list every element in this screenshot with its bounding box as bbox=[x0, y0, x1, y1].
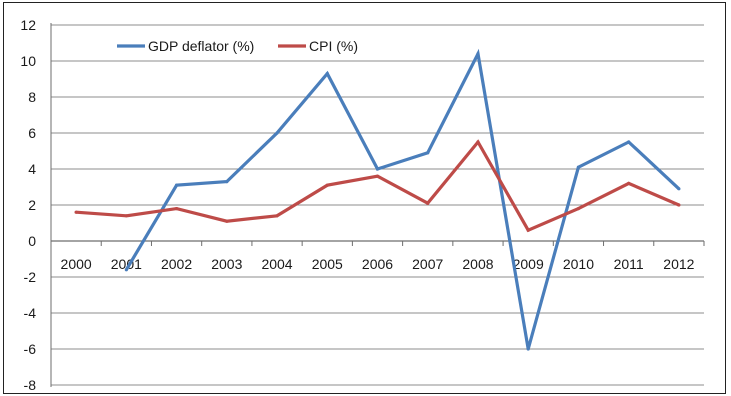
data-point bbox=[426, 202, 429, 205]
y-tick-label: 2 bbox=[28, 197, 36, 213]
x-tick-label: 2004 bbox=[261, 256, 292, 272]
y-tick-label: 10 bbox=[20, 53, 36, 69]
x-tick-label: 2006 bbox=[362, 256, 393, 272]
data-point bbox=[326, 72, 329, 75]
legend: GDP deflator (%) CPI (%) bbox=[117, 38, 358, 54]
y-tick-label: 12 bbox=[20, 17, 36, 33]
data-point bbox=[476, 52, 479, 55]
x-tick-label: 2000 bbox=[61, 256, 92, 272]
data-point bbox=[476, 140, 479, 143]
x-tick-label: 2008 bbox=[462, 256, 493, 272]
x-tick-label: 2009 bbox=[513, 256, 544, 272]
data-point bbox=[577, 166, 580, 169]
data-point bbox=[527, 229, 530, 232]
data-point bbox=[225, 180, 228, 183]
y-tick-label: 4 bbox=[28, 161, 36, 177]
data-point bbox=[376, 175, 379, 178]
data-point bbox=[125, 268, 128, 271]
x-tick-label: 2003 bbox=[211, 256, 242, 272]
legend-label-0: GDP deflator (%) bbox=[148, 38, 254, 54]
y-tick-label: -6 bbox=[24, 341, 37, 357]
data-point bbox=[376, 167, 379, 170]
x-tick-label: 2012 bbox=[663, 256, 694, 272]
data-point bbox=[677, 187, 680, 190]
x-tick-label: 2010 bbox=[563, 256, 594, 272]
x-tick-label: 2007 bbox=[412, 256, 443, 272]
y-tick-label: 8 bbox=[28, 89, 36, 105]
data-point bbox=[577, 207, 580, 210]
data-point bbox=[175, 207, 178, 210]
data-point bbox=[527, 347, 530, 350]
data-point bbox=[677, 203, 680, 206]
data-point bbox=[75, 211, 78, 214]
x-tick-label: 2011 bbox=[614, 256, 644, 272]
data-point bbox=[275, 214, 278, 217]
data-point bbox=[225, 220, 228, 223]
series-line-1 bbox=[76, 142, 679, 230]
data-point bbox=[175, 184, 178, 187]
y-tick-label: 6 bbox=[28, 125, 36, 141]
gridlines bbox=[51, 25, 704, 385]
y-tick-label: -2 bbox=[24, 269, 37, 285]
y-tick-label: -4 bbox=[24, 305, 37, 321]
data-point bbox=[627, 140, 630, 143]
data-point bbox=[275, 131, 278, 134]
y-axis: 12 10 8 6 4 2 0 -2 -4 -6 -8 bbox=[20, 17, 51, 393]
x-axis: 2000 2001 2002 2003 2004 2005 2006 2007 2008 2009… bbox=[51, 241, 704, 272]
y-tick-label: 0 bbox=[28, 233, 36, 249]
legend-label-1: CPI (%) bbox=[309, 38, 358, 54]
data-point bbox=[326, 184, 329, 187]
data-point bbox=[627, 182, 630, 185]
data-point bbox=[125, 214, 128, 217]
x-tick-label: 2005 bbox=[312, 256, 343, 272]
x-tick-label: 2002 bbox=[161, 256, 192, 272]
data-point bbox=[426, 151, 429, 154]
y-tick-label: -8 bbox=[24, 377, 37, 393]
